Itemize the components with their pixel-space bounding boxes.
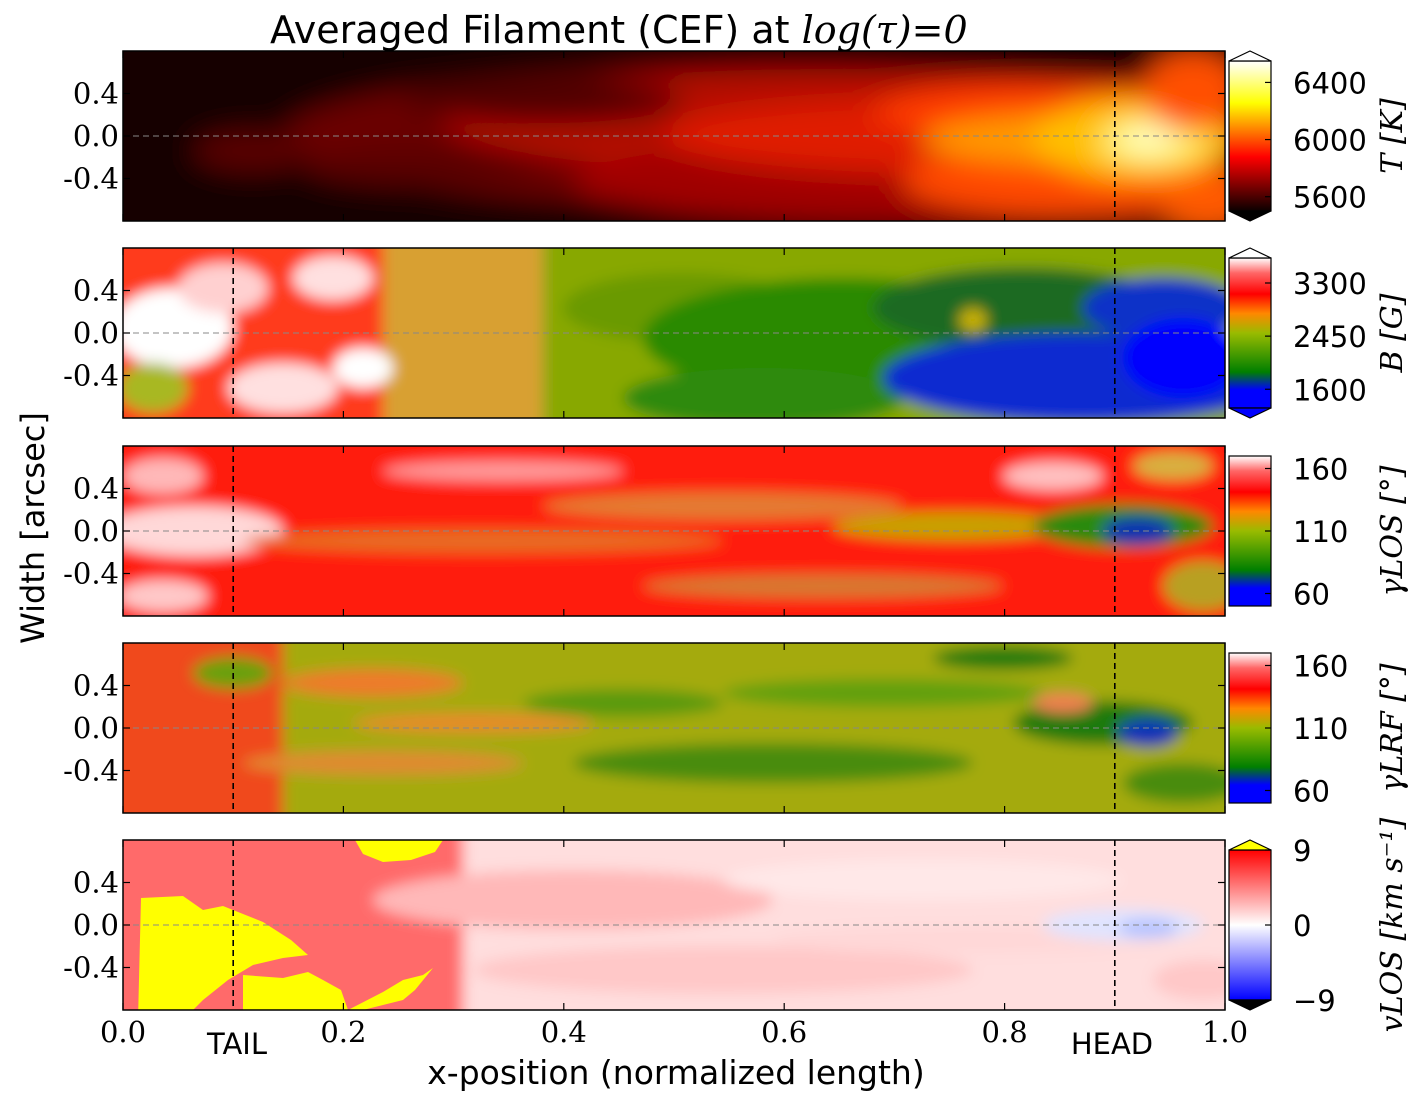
axes-overlay: 0.4 0.0 -0.4 0.4 0.0 -0.4 0.4 0.0 -0.4 0.4 0.0 -0.4…	[63, 51, 1248, 1049]
head-marker-label: HEAD	[1071, 1027, 1153, 1061]
colorbar-tick-label: 110	[1293, 712, 1348, 746]
y-tick-label: 0.0	[73, 514, 119, 548]
x-tick-label: 0.0	[100, 1015, 146, 1049]
y-tick-label: 0.0	[73, 119, 119, 153]
figure-title-math: log(τ)=0	[802, 8, 968, 52]
y-tick-label: 0.4	[73, 274, 119, 308]
colorbar-inclination-los	[1228, 455, 1272, 607]
x-tick-label: 0.2	[320, 1015, 366, 1049]
colorbar-tick-label: 6000	[1293, 124, 1367, 158]
x-tick-label: 1.0	[1202, 1015, 1248, 1049]
colorbar-tick-label: 110	[1293, 515, 1348, 549]
y-tick-label: -0.4	[63, 557, 119, 591]
panel-velocity-los	[122, 839, 1226, 1011]
colorbar-tick-label: 0	[1293, 909, 1311, 943]
x-tick-label: 0.8	[982, 1015, 1028, 1049]
colorbar-extend-bottom	[1228, 210, 1272, 222]
colorbar-extend-top	[1228, 839, 1272, 851]
colorbar-magnetic-field	[1228, 257, 1272, 409]
colorbar-tick-label: 60	[1293, 775, 1330, 809]
x-tick-label: 0.6	[761, 1015, 807, 1049]
colorbar-tick-label: 160	[1293, 453, 1348, 487]
figure-title: Averaged Filament (CEF) at log(τ)=0	[270, 8, 968, 52]
y-tick-label: 0.4	[73, 472, 119, 506]
colorbar-velocity-los	[1228, 849, 1272, 1001]
x-tick-label: 0.4	[541, 1015, 587, 1049]
tail-marker-label: TAIL	[206, 1027, 267, 1061]
y-tick-label: -0.4	[63, 754, 119, 788]
colorbar-label-temperature: T [K]	[1375, 98, 1410, 174]
y-tick-label: -0.4	[63, 951, 119, 985]
colorbar-extend-top	[1228, 50, 1272, 62]
y-tick-label: 0.0	[73, 316, 119, 350]
colorbar-tick-label: −9	[1293, 984, 1336, 1018]
colorbar-label-magnetic-field: B [G]	[1375, 293, 1410, 373]
colorbar-extend-bottom	[1228, 407, 1272, 419]
colorbar-tick-label: 60	[1293, 578, 1330, 612]
colorbar-label-inclination-lrf: γLRF [°]	[1375, 663, 1410, 792]
colorbar-extend-top	[1228, 247, 1272, 259]
colorbar-tick-label: 5600	[1293, 181, 1367, 215]
colorbar-temperature	[1228, 60, 1272, 212]
y-tick-label: 0.4	[73, 77, 119, 111]
x-axis-label: x-position (normalized length)	[427, 1053, 924, 1092]
y-tick-label: -0.4	[63, 359, 119, 393]
colorbar-tick-label: 3300	[1293, 267, 1367, 301]
y-tick-label: 0.0	[73, 908, 119, 942]
y-tick-label: 0.4	[73, 669, 119, 703]
colorbar-tick-label: 9	[1293, 834, 1311, 868]
y-tick-label: 0.0	[73, 711, 119, 745]
colorbar-tick-label: 2450	[1293, 320, 1367, 354]
colorbar-label-inclination-los: γLOS [°]	[1375, 465, 1410, 596]
panel-temperature	[122, 50, 1226, 222]
colorbar-label-velocity-los: vLOS [km s⁻¹]	[1375, 818, 1410, 1033]
colorbar-tick-label: 1600	[1293, 373, 1367, 407]
y-tick-label: -0.4	[63, 162, 119, 196]
colorbar-tick-label: 6400	[1293, 66, 1367, 100]
y-axis-label: Width [arcsec]	[14, 412, 52, 644]
colorbar-inclination-lrf	[1228, 652, 1272, 804]
y-tick-label: 0.4	[73, 866, 119, 900]
figure-title-prefix: Averaged Filament (CEF) at	[270, 8, 802, 52]
colorbar-tick-label: 160	[1293, 650, 1348, 684]
colorbar-extend-bottom	[1228, 999, 1272, 1011]
